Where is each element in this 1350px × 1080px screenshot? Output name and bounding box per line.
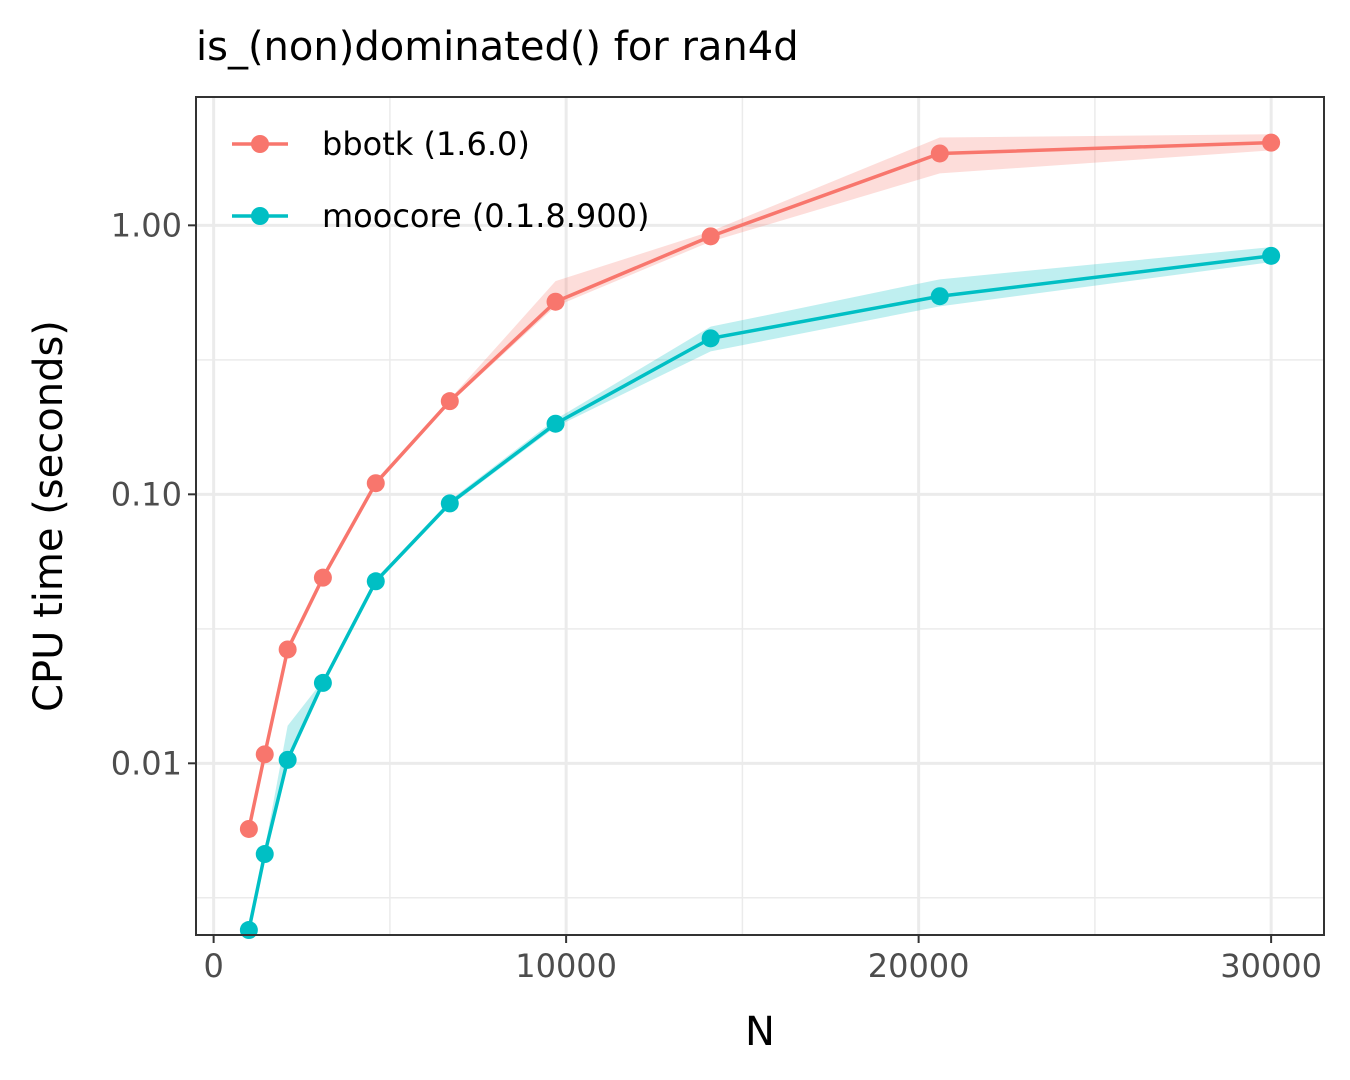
series-points [239, 133, 1281, 940]
data-point-series-2 [239, 921, 258, 940]
y-axis-title: CPU time (seconds) [26, 320, 72, 712]
x-tick-label: 20000 [868, 947, 970, 985]
series-lines [247, 140, 1272, 931]
data-point-series-1 [239, 819, 258, 838]
data-point-series-2 [701, 329, 720, 348]
data-point-series-1 [1262, 133, 1281, 152]
data-point-series-1 [278, 640, 297, 659]
data-point-series-1 [255, 745, 274, 764]
data-point-series-1 [930, 144, 949, 163]
data-point-series-1 [546, 292, 565, 311]
data-point-series-2 [255, 845, 274, 864]
grid [196, 97, 1324, 935]
y-tick-label: 0.01 [111, 744, 182, 782]
legend-label: moocore (0.1.8.900) [322, 197, 649, 235]
x-tick-label: 30000 [1220, 947, 1322, 985]
data-point-series-1 [366, 474, 385, 493]
y-axis-ticks: 0.01 0.10 1.00 [111, 206, 196, 782]
plot-background [196, 97, 1324, 935]
legend-label: bbotk (1.6.0) [322, 125, 530, 163]
data-point-series-2 [278, 750, 297, 769]
x-axis-ticks: 0 10000 20000 30000 [203, 935, 1322, 985]
data-point-series-2 [1262, 246, 1281, 265]
legend-key-point [251, 135, 269, 153]
x-axis-title: N [745, 1009, 775, 1055]
legend-key-point [251, 207, 269, 225]
data-point-series-2 [366, 572, 385, 591]
legend: bbotk (1.6.0) moocore (0.1.8.900) [232, 125, 649, 235]
series-line-2 [247, 254, 1272, 931]
x-tick-label: 0 [203, 947, 223, 985]
data-point-series-1 [440, 392, 459, 411]
data-point-series-2 [930, 287, 949, 306]
data-point-series-1 [313, 568, 332, 587]
data-point-series-2 [546, 414, 565, 433]
y-tick-label: 0.10 [111, 475, 182, 513]
series-line-1 [247, 140, 1272, 830]
data-point-series-2 [440, 494, 459, 513]
x-tick-label: 10000 [515, 947, 617, 985]
plot-panel-border [195, 96, 1325, 936]
data-point-series-2 [313, 673, 332, 692]
data-point-series-1 [701, 227, 720, 246]
y-tick-label: 1.00 [111, 206, 182, 244]
chart-title: is_(non)dominated() for ran4d [196, 24, 799, 70]
